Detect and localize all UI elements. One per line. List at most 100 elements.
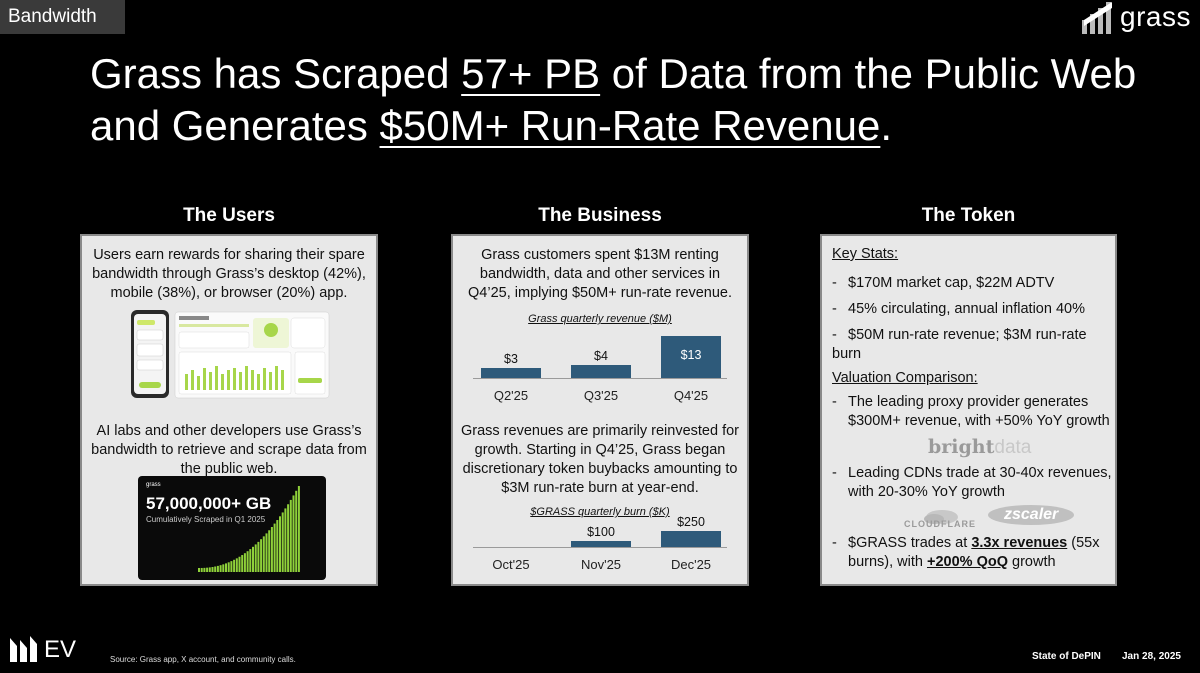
- scrape-growth-bar: [257, 541, 260, 572]
- scrape-growth-bar: [211, 566, 214, 572]
- zscaler-logo: zscaler: [1004, 506, 1059, 523]
- users-text-rewards: Users earn rewards for sharing their spa…: [92, 247, 366, 301]
- footer-source: Source: Grass app, X account, and commun…: [110, 655, 296, 664]
- category-label: Q2'25: [493, 388, 529, 403]
- bar-Q4'25: [661, 336, 721, 378]
- cloudflare-cloud-icon: [924, 510, 958, 524]
- token-panel: Key Stats: - $170M market cap, $22M ADTV …: [820, 234, 1117, 586]
- scrape-growth-bar: [203, 567, 206, 572]
- scrape-growth-bar: [270, 527, 273, 572]
- scrape-growth-bar: [289, 499, 292, 572]
- scrape-growth-bar: [276, 520, 279, 572]
- headline-highlight-revenue: $50M+ Run-Rate Revenue: [379, 102, 881, 149]
- ev-logo-text: EV: [44, 636, 77, 663]
- x-axis-line: [473, 378, 727, 379]
- valuation-item-grass: - $GRASS trades at 3.3x revenues (55x burn…: [832, 535, 1100, 570]
- scrape-growth-bar: [230, 561, 233, 572]
- ev-logo-icon: [10, 636, 37, 662]
- key-stat-item: -45% circulating, annual inflation 40%: [832, 301, 1085, 317]
- cloudflare-logo: CLOUDFLARE: [904, 519, 976, 529]
- grass-app-screenshot: [129, 308, 331, 402]
- key-stats-heading: Key Stats:: [832, 246, 899, 262]
- x-axis-line: [473, 547, 727, 548]
- scrape-growth-bar: [200, 567, 203, 572]
- business-panel: Grass customers spent $13M renting bandw…: [451, 234, 749, 586]
- bar-value-label: $250: [677, 515, 705, 529]
- bar-Dec'25: [661, 531, 721, 547]
- brightdata-logo: brightdata: [928, 436, 1032, 458]
- scrape-figure-caption: Cumulatively Scraped in Q1 2025: [146, 515, 266, 524]
- scrape-growth-bar: [268, 530, 271, 572]
- category-label: Oct'25: [492, 557, 530, 572]
- scrape-growth-bar: [292, 495, 295, 572]
- scrape-growth-bar: [279, 516, 281, 572]
- zscaler-cloud-icon: [988, 505, 1074, 525]
- key-stat-item: - $50M run-rate revenue; $3M run-rate bur…: [832, 327, 1087, 362]
- scrape-volume-figure: grass 57,000,000+ GB Cumulatively Scrape…: [138, 476, 326, 580]
- scrape-growth-bar: [219, 565, 222, 572]
- headline-highlight-pb: 57+ PB: [461, 50, 601, 97]
- revenue-chart-title: Grass quarterly revenue ($M): [528, 313, 672, 325]
- scrape-growth-bar: [252, 546, 254, 572]
- business-text-revenue: Grass customers spent $13M renting bandw…: [468, 247, 732, 301]
- users-panel: Users earn rewards for sharing their spa…: [80, 234, 378, 586]
- footer-date: Jan 28, 2025: [1122, 651, 1181, 662]
- scrape-growth-bar: [284, 508, 287, 572]
- scrape-growth-bar: [225, 563, 227, 572]
- scrape-growth-bar: [260, 539, 263, 572]
- scrape-growth-bar: [214, 566, 217, 572]
- column-title-users: The Users: [183, 205, 275, 226]
- scrape-growth-bar: [208, 567, 211, 572]
- scrape-figure-brand: grass: [146, 482, 161, 488]
- bar-value-label: $4: [594, 349, 608, 364]
- scrape-growth-bar: [235, 558, 238, 572]
- valuation-item-cdn: - Leading CDNs trade at 30-40x revenues, w…: [832, 465, 1112, 500]
- scrape-growth-bar: [246, 551, 249, 572]
- scrape-growth-bar: [249, 549, 252, 572]
- scrape-growth-bar: [262, 536, 265, 572]
- scrape-growth-chart: [198, 486, 300, 572]
- scrape-growth-bar: [265, 533, 268, 572]
- scrape-growth-bar: [281, 512, 284, 572]
- bar-Q2'25: [481, 368, 541, 378]
- scrape-growth-bar: [273, 523, 276, 572]
- scrape-figure-value: 57,000,000+ GB: [146, 494, 272, 513]
- page-title: Grass has Scraped 57+ PB of Data from th…: [90, 50, 1137, 149]
- scrape-growth-bar: [243, 553, 246, 572]
- revenue-chart: $3 Q2'25 $4 Q3'25 $13 Q4'25: [453, 236, 747, 416]
- grass-logo-text: grass: [1120, 1, 1191, 32]
- valuation-item-proxy: - The leading proxy provider generates $30…: [832, 394, 1110, 429]
- scrape-growth-bar: [254, 544, 257, 572]
- business-text-reinvest: Grass revenues are primarily reinvested …: [460, 423, 740, 496]
- scrape-growth-bar: [295, 490, 298, 572]
- category-label: Nov'25: [580, 557, 622, 572]
- scrape-growth-bar: [238, 556, 241, 572]
- column-title-business: The Business: [538, 205, 662, 226]
- section-tag: Bandwidth: [0, 0, 125, 34]
- column-title-token: The Token: [921, 205, 1016, 226]
- category-label: Q4'25: [673, 388, 709, 403]
- valuation-heading: Valuation Comparison:: [832, 370, 978, 386]
- bar-value-label: $13: [680, 348, 702, 362]
- scrape-growth-bar: [198, 568, 200, 572]
- bar-value-label: $100: [587, 524, 615, 539]
- bar-Nov'25: [571, 540, 631, 547]
- scrape-growth-bar: [222, 564, 225, 572]
- grass-logo-icon: [1082, 2, 1112, 34]
- scrape-growth-bar: [216, 565, 219, 572]
- bar-value-label: $3: [504, 352, 518, 367]
- scrape-growth-bar: [227, 562, 230, 572]
- category-label: Q3'25: [583, 388, 619, 403]
- burn-chart-title: $GRASS quarterly burn ($K): [530, 506, 670, 518]
- footer-report-name: State of DePIN: [1032, 651, 1101, 662]
- scrape-growth-bar: [297, 486, 300, 572]
- category-label: Dec'25: [670, 557, 712, 572]
- key-stat-item: - $170M market cap, $22M ADTV: [832, 275, 1055, 291]
- scrape-growth-bar: [233, 559, 236, 572]
- scrape-growth-bar: [241, 555, 244, 572]
- burn-chart: Oct'25 $100 Nov'25 $250 Dec'25: [453, 236, 747, 584]
- scrape-growth-bar: [206, 567, 209, 572]
- users-text-ai-labs: AI labs and other developers use Grass’s…: [91, 423, 367, 477]
- bar-Q3'25: [571, 365, 631, 378]
- scrape-growth-bar: [287, 504, 290, 572]
